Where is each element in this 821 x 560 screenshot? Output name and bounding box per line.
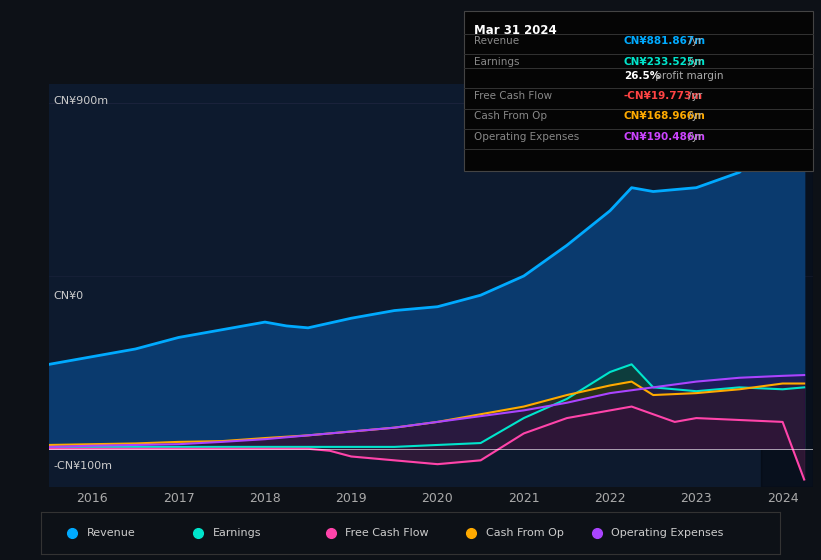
Text: Free Cash Flow: Free Cash Flow (474, 91, 552, 101)
Text: profit margin: profit margin (652, 71, 723, 81)
Text: Cash From Op: Cash From Op (474, 111, 547, 122)
Text: /yr: /yr (686, 57, 703, 67)
Text: CN¥190.486m: CN¥190.486m (624, 132, 706, 142)
Text: Cash From Op: Cash From Op (486, 529, 564, 538)
Bar (761, 84, 813, 487)
Text: CN¥881.867m: CN¥881.867m (624, 36, 706, 46)
Text: /yr: /yr (686, 36, 703, 46)
Text: 26.5%: 26.5% (624, 71, 660, 81)
Text: CN¥233.525m: CN¥233.525m (624, 57, 706, 67)
Text: /yr: /yr (686, 132, 703, 142)
Text: -CN¥100m: -CN¥100m (53, 461, 112, 471)
Text: Operating Expenses: Operating Expenses (612, 529, 724, 538)
Text: Revenue: Revenue (474, 36, 519, 46)
Text: CN¥900m: CN¥900m (53, 96, 108, 106)
Text: Operating Expenses: Operating Expenses (474, 132, 579, 142)
Text: Revenue: Revenue (87, 529, 135, 538)
Text: Free Cash Flow: Free Cash Flow (346, 529, 429, 538)
Text: Earnings: Earnings (474, 57, 519, 67)
Text: -CN¥19.773m: -CN¥19.773m (624, 91, 703, 101)
Text: CN¥168.966m: CN¥168.966m (624, 111, 706, 122)
Text: /yr: /yr (686, 111, 703, 122)
Text: CN¥0: CN¥0 (53, 291, 83, 301)
Text: Mar 31 2024: Mar 31 2024 (474, 24, 557, 36)
Text: Earnings: Earnings (213, 529, 261, 538)
Text: /yr: /yr (686, 91, 703, 101)
